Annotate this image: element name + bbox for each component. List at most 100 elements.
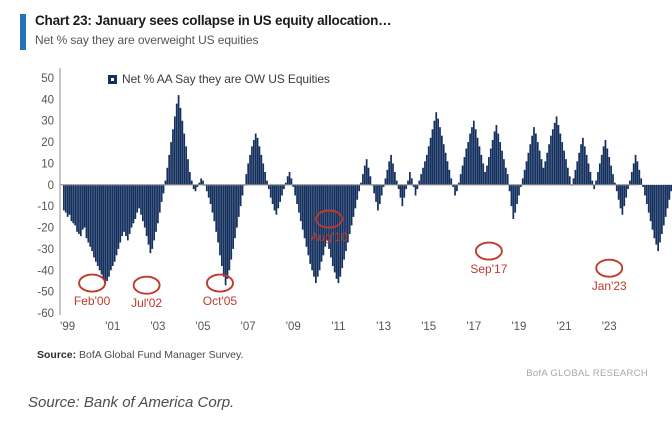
bar	[331, 184, 334, 266]
bar	[121, 184, 124, 237]
bar	[604, 139, 607, 185]
bar	[324, 184, 327, 247]
bar	[378, 184, 381, 205]
bar	[96, 184, 99, 266]
bar	[198, 182, 201, 185]
bar	[644, 184, 646, 196]
bar	[531, 135, 533, 185]
bar	[335, 184, 338, 279]
bar	[448, 169, 451, 185]
bar	[354, 184, 357, 209]
bar	[83, 184, 86, 228]
bar	[224, 184, 227, 286]
bar	[269, 184, 272, 198]
bar	[217, 184, 219, 243]
bar	[128, 184, 131, 234]
bar	[548, 144, 550, 185]
bar	[142, 184, 144, 222]
bar	[435, 112, 438, 185]
bar	[189, 172, 191, 185]
bar	[106, 184, 108, 281]
bar	[337, 184, 340, 284]
bar	[649, 184, 652, 222]
bar	[553, 122, 556, 185]
bar	[183, 133, 186, 185]
bar	[305, 184, 308, 247]
bar	[251, 146, 253, 185]
bar	[220, 184, 223, 266]
bar	[418, 180, 421, 185]
bar	[158, 184, 161, 213]
bar	[568, 176, 571, 185]
bar	[461, 165, 464, 185]
annotation-ellipse	[474, 241, 503, 261]
bar	[64, 184, 67, 213]
bar	[486, 165, 488, 185]
bar	[155, 184, 157, 232]
bar	[617, 184, 620, 200]
bar	[585, 154, 588, 185]
x-axis-tick-label: '19	[511, 321, 526, 330]
bar	[450, 178, 453, 185]
bar	[632, 163, 635, 185]
bar	[320, 184, 323, 262]
x-axis-tick-label: '99	[60, 321, 75, 330]
bar	[471, 127, 473, 185]
x-axis-tick-group: '99 '01 '03 '05 '07 '09 '11 '13 '15 '17 '19 '21 '23	[60, 321, 617, 330]
bar	[559, 133, 562, 185]
bar	[264, 172, 266, 185]
bar	[508, 184, 511, 192]
bar	[422, 167, 424, 185]
bar	[202, 180, 204, 185]
bar	[260, 154, 263, 185]
bar	[565, 159, 567, 185]
bar	[416, 184, 419, 190]
bar	[612, 174, 614, 185]
bar	[143, 184, 146, 228]
bar	[81, 184, 84, 230]
bar	[160, 184, 163, 202]
bar	[262, 163, 265, 185]
y-axis-tick-label: 30	[41, 116, 54, 128]
bar	[503, 159, 505, 185]
bar	[219, 184, 221, 256]
bar	[625, 184, 628, 198]
bar	[277, 184, 280, 209]
bar	[474, 129, 477, 185]
bar	[636, 161, 639, 185]
bar	[657, 184, 659, 252]
bar	[425, 154, 428, 185]
bar	[311, 184, 313, 271]
bar	[252, 139, 255, 185]
bar	[226, 184, 229, 279]
x-axis-tick-label: '17	[466, 321, 481, 330]
bar	[593, 184, 596, 190]
bar	[162, 184, 165, 194]
bar	[446, 161, 449, 185]
bar	[209, 184, 212, 205]
bar	[427, 146, 430, 185]
bar	[228, 184, 231, 271]
bar	[213, 184, 216, 222]
bar	[294, 184, 297, 196]
bar	[610, 165, 612, 185]
bar	[431, 129, 434, 185]
bar	[392, 163, 394, 185]
bar	[527, 152, 530, 185]
bar	[410, 178, 413, 185]
annotation-label: Jan'23	[592, 279, 627, 293]
bar	[544, 161, 547, 185]
bar	[104, 184, 107, 284]
source-note: Source: BofA Global Fund Manager Survey.	[37, 349, 243, 361]
bar	[662, 184, 665, 226]
bar	[292, 184, 295, 187]
header-accent-bar	[20, 14, 26, 50]
bar	[516, 184, 518, 205]
bar	[583, 146, 586, 185]
bar	[140, 184, 142, 215]
bar	[273, 184, 276, 211]
bar	[247, 163, 250, 185]
bar	[409, 172, 411, 185]
bar	[194, 184, 197, 192]
